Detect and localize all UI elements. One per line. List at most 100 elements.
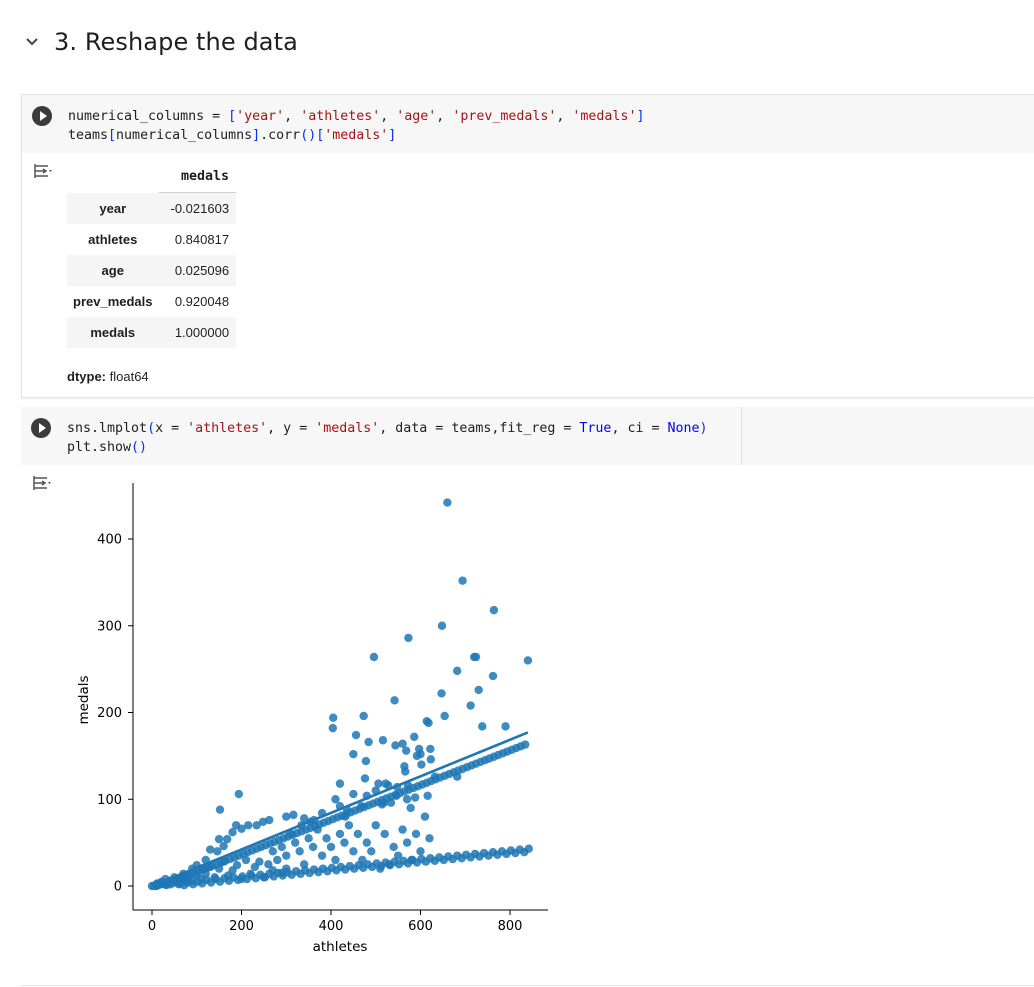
code-token: , [556,109,573,124]
data-point [308,842,318,852]
code-token: , [436,109,453,124]
data-point [369,652,379,662]
code-token: ) [699,421,708,436]
code-cell-2[interactable]: sns.lmplot(x = 'athletes', y = 'medals',… [21,407,1034,985]
data-point [322,834,331,843]
code-token: ( [147,421,156,436]
row-value: 0.840817 [174,231,230,247]
data-point [452,666,462,676]
data-point [478,722,487,731]
data-point [417,760,426,769]
data-point [523,656,533,665]
data-point [252,821,261,830]
code-token: numerical_columns = [68,109,229,124]
data-point [289,810,298,820]
data-point [393,851,403,860]
data-point [362,838,371,847]
cell-divider [21,985,1034,986]
code-token: [ [316,128,325,143]
code-cell-1[interactable]: numerical_columns = ['year', 'athletes',… [21,94,1034,398]
run-cell-button[interactable] [32,106,52,126]
data-point [424,718,433,728]
code-token: , data = teams,fit_reg = [379,421,580,436]
data-point [440,711,449,721]
section-title: 3. Reshape the data [54,28,298,56]
data-point [213,847,222,856]
data-point [402,838,412,847]
data-point [426,755,435,764]
code-token: , [380,109,397,124]
data-point [402,795,412,804]
data-point [423,791,432,800]
output-toggle-icon[interactable] [32,163,54,181]
data-point [524,844,533,853]
code-token: 'prev_medals' [452,109,557,124]
data-point [317,851,327,860]
data-point [214,864,224,873]
data-point [219,857,228,866]
data-point [412,751,422,761]
code-token: , ci = [611,421,668,436]
x-tick-label: 400 [319,919,344,934]
data-point [426,744,435,754]
code-token: , y = [267,421,316,436]
data-point [411,829,421,839]
data-point [331,855,340,865]
y-tick-label: 0 [114,880,122,895]
code-token: 'year' [236,109,285,124]
data-point [228,828,237,837]
code-token: , [284,109,301,124]
code-editor-2[interactable]: sns.lmplot(x = 'athletes', y = 'medals',… [21,407,1034,465]
data-point [401,746,411,755]
row-label: medals [67,316,159,348]
data-point [250,862,260,872]
data-point [351,730,361,740]
data-point [241,855,251,865]
code-token: .corr [260,128,301,143]
y-axis-label: medals [76,675,92,724]
chevron-down-icon[interactable] [20,30,44,54]
data-point [420,812,430,821]
code-token: ] [636,109,645,124]
data-point [398,739,407,748]
data-point [286,829,295,839]
data-point [205,845,215,854]
data-point [380,829,389,839]
ticks-layer: 0 200 400 600 800 0 100 200 300 400 [97,533,522,935]
data-point [222,834,232,844]
data-point [328,723,337,733]
code-token: ] [252,128,261,143]
table-row: medals 1.000000 [67,316,237,348]
code-token: [ [108,128,117,143]
data-point [410,793,420,802]
points-layer [147,498,533,891]
table-row: age 0.025096 [67,254,237,286]
x-tick-label: 800 [498,919,523,934]
data-point [304,834,313,843]
correlation-table: medals year -0.021603 athletes 0.840817 age 0… [67,163,237,348]
data-point [215,805,225,814]
data-point [374,779,383,788]
data-point [390,696,399,705]
code-editor-1[interactable]: numerical_columns = ['year', 'athletes',… [22,95,1034,153]
output-toggle-icon[interactable] [31,475,53,493]
table-row: prev_medals 0.920048 [67,286,236,317]
code-text[interactable]: numerical_columns = ['year', 'athletes',… [68,107,644,145]
data-point [291,838,300,847]
regression-line [151,731,529,888]
data-point [488,671,498,681]
data-point [364,737,373,747]
code-text[interactable]: sns.lmplot(x = 'athletes', y = 'medals',… [67,419,708,457]
data-point [367,847,376,856]
data-point [389,842,398,852]
run-cell-button[interactable] [31,418,51,438]
row-value: 0.025096 [158,254,237,286]
x-axis-label: athletes [313,939,368,955]
data-point [466,701,475,710]
data-point [458,576,467,585]
code-token: 'athletes' [187,421,268,436]
data-point [359,711,368,721]
data-point [406,803,415,813]
data-point [471,652,481,662]
data-point [391,741,400,750]
